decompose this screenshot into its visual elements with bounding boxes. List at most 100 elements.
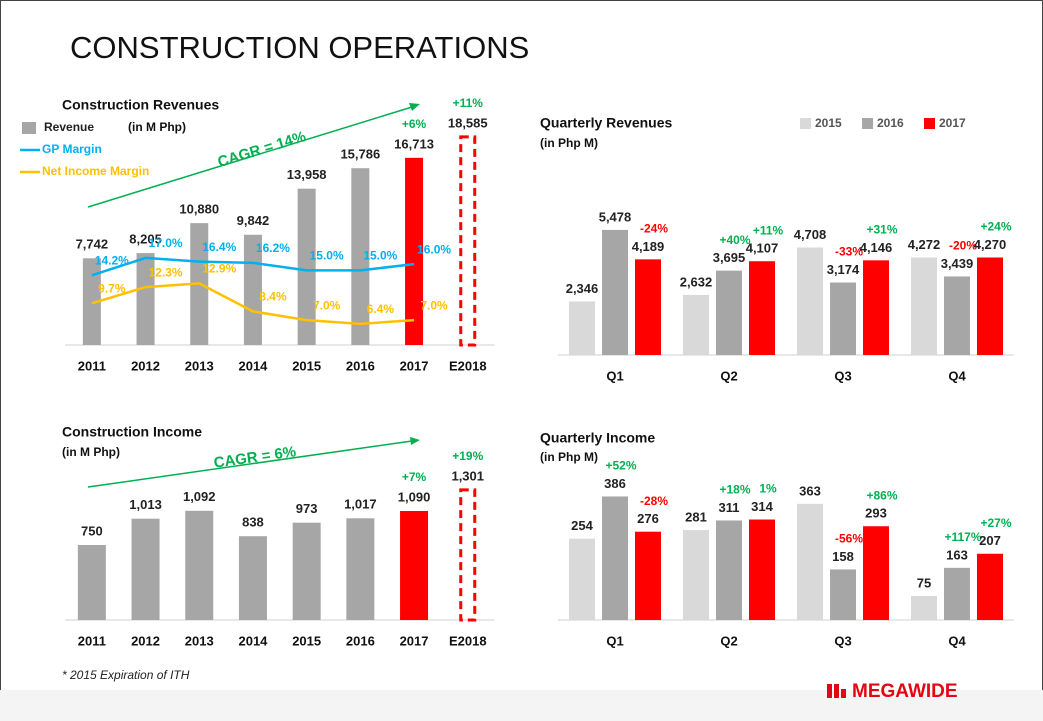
x-tick-label: Q3 bbox=[834, 633, 851, 648]
bar-value-label: 281 bbox=[685, 510, 707, 525]
bar-value-label: 386 bbox=[604, 476, 626, 491]
bar bbox=[635, 259, 661, 355]
chart-title: Construction Revenues bbox=[62, 97, 219, 113]
x-tick-label: 2017 bbox=[400, 358, 429, 373]
bar-value-label: 4,708 bbox=[794, 227, 827, 242]
x-tick-label: 2013 bbox=[185, 358, 214, 373]
bar bbox=[400, 511, 428, 620]
line-value-label: 16.0% bbox=[417, 242, 451, 256]
bar bbox=[239, 536, 267, 620]
slide: CONSTRUCTION OPERATIONS * 2015 Expiratio… bbox=[0, 0, 1043, 721]
line-value-label: 15.0% bbox=[363, 249, 397, 263]
growth-label: -56% bbox=[835, 532, 863, 546]
bar-value-label: 3,174 bbox=[827, 262, 860, 277]
line-value-label: 8.4% bbox=[259, 290, 287, 304]
x-tick-label: 2013 bbox=[185, 633, 214, 648]
chart-subtitle: (in M Php) bbox=[128, 120, 186, 134]
bar-value-label: 13,958 bbox=[287, 167, 327, 182]
bar-value-label: 1,092 bbox=[183, 489, 216, 504]
x-tick-label: Q1 bbox=[606, 368, 623, 383]
x-tick-label: Q3 bbox=[834, 368, 851, 383]
bar bbox=[944, 276, 970, 355]
logo-text: MEGAWIDE bbox=[852, 681, 958, 702]
chart-subtitle: (in Php M) bbox=[540, 450, 598, 464]
bar-value-label: 1,090 bbox=[398, 489, 431, 504]
bar-value-label: 75 bbox=[917, 575, 931, 590]
bar-value-label: 3,695 bbox=[713, 250, 746, 265]
page: {"title": "CONSTRUCTION OPERATIONS", "fo… bbox=[0, 0, 1043, 721]
bar-value-label: 4,272 bbox=[908, 237, 941, 252]
bar-value-label: 16,713 bbox=[394, 136, 434, 151]
bar-value-label: 4,107 bbox=[746, 241, 779, 256]
bar bbox=[569, 301, 595, 355]
logo-icon bbox=[841, 689, 846, 698]
legend-label: 2015 bbox=[815, 116, 842, 130]
line-value-label: 12.3% bbox=[149, 265, 183, 279]
bar-value-label: 10,880 bbox=[179, 202, 219, 217]
bar bbox=[683, 295, 709, 355]
bar bbox=[749, 261, 775, 355]
bar bbox=[78, 545, 106, 620]
x-tick-label: 2015 bbox=[292, 633, 321, 648]
logo-icon bbox=[827, 684, 832, 698]
growth-label: +24% bbox=[980, 220, 1011, 234]
x-tick-label: 2017 bbox=[400, 633, 429, 648]
bar bbox=[797, 504, 823, 620]
bar-value-label: 973 bbox=[296, 501, 318, 516]
line-value-label: 7.0% bbox=[420, 298, 448, 312]
x-tick-label: 2011 bbox=[78, 358, 106, 373]
legend-label: Net Income Margin bbox=[42, 164, 149, 178]
chart-subtitle: (in Php M) bbox=[540, 136, 598, 150]
bar bbox=[863, 260, 889, 355]
legend-label: GP Margin bbox=[42, 142, 102, 156]
x-tick-label: Q4 bbox=[948, 368, 966, 383]
x-tick-label: 2011 bbox=[78, 633, 106, 648]
bar bbox=[944, 568, 970, 620]
bar bbox=[602, 230, 628, 355]
legend-label: 2016 bbox=[877, 116, 904, 130]
bar bbox=[977, 258, 1003, 355]
bar-value-label: 3,439 bbox=[941, 256, 974, 271]
legend-swatch bbox=[800, 118, 811, 129]
growth-label: +117% bbox=[944, 530, 981, 544]
x-tick-label: Q2 bbox=[720, 368, 737, 383]
line-value-label: 15.0% bbox=[310, 249, 344, 263]
bar bbox=[911, 257, 937, 355]
bar-value-label: 838 bbox=[242, 515, 264, 530]
chart-title: Quarterly Revenues bbox=[540, 115, 672, 131]
x-tick-label: 2016 bbox=[346, 633, 375, 648]
bar-value-label: 2,346 bbox=[566, 281, 599, 296]
growth-label: +19% bbox=[452, 449, 483, 463]
bar-value-label: 4,146 bbox=[860, 240, 893, 255]
legend-swatch bbox=[22, 122, 36, 134]
bar bbox=[830, 283, 856, 355]
bar-value-label: 2,632 bbox=[680, 274, 713, 289]
growth-label: +86% bbox=[866, 488, 897, 502]
line-value-label: 12.9% bbox=[202, 262, 236, 276]
bar bbox=[830, 569, 856, 620]
bar-value-label: 311 bbox=[719, 500, 740, 515]
x-tick-label: E2018 bbox=[449, 633, 487, 648]
bar bbox=[797, 248, 823, 355]
x-tick-label: 2014 bbox=[238, 633, 268, 648]
bar-value-label: 750 bbox=[81, 523, 103, 538]
growth-label: +7% bbox=[402, 470, 427, 484]
growth-label: 1% bbox=[759, 482, 777, 496]
bar-value-label: 254 bbox=[571, 518, 593, 533]
x-tick-label: 2012 bbox=[131, 633, 160, 648]
growth-label: +11% bbox=[453, 96, 484, 110]
bar-value-label: 314 bbox=[751, 499, 773, 514]
bar-value-label: 293 bbox=[865, 506, 887, 521]
bar-value-label: 4,270 bbox=[974, 237, 1007, 252]
legend-swatch bbox=[862, 118, 873, 129]
legend-swatch bbox=[924, 118, 935, 129]
bar bbox=[749, 520, 775, 620]
line-value-label: 14.2% bbox=[95, 253, 129, 267]
bar bbox=[346, 518, 374, 620]
bar-value-label: 163 bbox=[946, 547, 968, 562]
growth-label: -24% bbox=[640, 222, 668, 236]
x-tick-label: 2016 bbox=[346, 358, 375, 373]
x-tick-label: Q2 bbox=[720, 633, 737, 648]
x-tick-label: Q1 bbox=[606, 633, 623, 648]
bar-value-label: 207 bbox=[979, 533, 1001, 548]
